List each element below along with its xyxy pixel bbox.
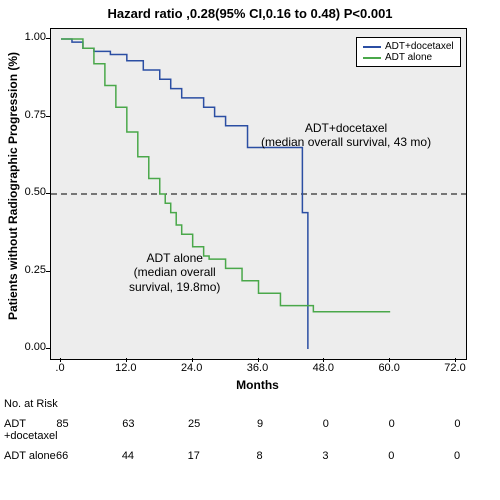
legend-item: ADT alone xyxy=(363,52,454,63)
x-tick-label: 12.0 xyxy=(111,362,141,374)
x-tick-label: 36.0 xyxy=(243,362,273,374)
x-tick-mark xyxy=(258,358,259,362)
risk-cell: 0 xyxy=(359,418,425,430)
legend-label: ADT alone xyxy=(385,52,432,63)
y-tick-mark xyxy=(46,271,50,272)
risk-cell: 8 xyxy=(227,450,293,462)
legend-label: ADT+docetaxel xyxy=(385,41,454,52)
x-tick-mark xyxy=(60,358,61,362)
chart-title: Hazard ratio ,0.28(95% CI,0.16 to 0.48) … xyxy=(0,0,500,21)
risk-cell: 0 xyxy=(358,450,424,462)
risk-cell: 0 xyxy=(424,450,490,462)
risk-cell: 0 xyxy=(293,418,359,430)
risk-row: ADT +docetaxel8563259000 xyxy=(0,418,490,442)
risk-table: No. at Risk ADT +docetaxel8563259000 ADT … xyxy=(0,398,490,470)
x-tick-label: 24.0 xyxy=(177,362,207,374)
x-tick-label: 72.0 xyxy=(440,362,470,374)
risk-cell: 63 xyxy=(95,418,161,430)
risk-cell: 25 xyxy=(161,418,227,430)
x-tick-mark xyxy=(192,358,193,362)
risk-cell: 66 xyxy=(29,450,95,462)
risk-cell: 0 xyxy=(425,418,491,430)
y-tick-label: 1.00 xyxy=(18,31,46,43)
x-tick-mark xyxy=(389,358,390,362)
y-tick-label: 0.00 xyxy=(18,341,46,353)
annotation: ADT alone(median overallsurvival, 19.8mo… xyxy=(129,251,220,294)
y-tick-mark xyxy=(46,348,50,349)
y-tick-mark xyxy=(46,38,50,39)
legend-swatch xyxy=(363,46,381,48)
y-tick-label: 0.25 xyxy=(18,264,46,276)
legend-item: ADT+docetaxel xyxy=(363,41,454,52)
x-tick-mark xyxy=(126,358,127,362)
x-tick-label: 48.0 xyxy=(308,362,338,374)
risk-row: ADT alone6644178300 xyxy=(0,450,490,462)
plot-area: ADT+docetaxelADT alone ADT+docetaxel(med… xyxy=(50,28,467,360)
y-tick-mark xyxy=(46,193,50,194)
x-tick-label: .0 xyxy=(45,362,75,374)
series-adt-alone xyxy=(61,39,390,312)
risk-cell: 9 xyxy=(227,418,293,430)
x-axis-label: Months xyxy=(50,378,465,392)
annotation: ADT+docetaxel(median overall survival, 4… xyxy=(261,121,431,150)
x-tick-mark xyxy=(323,358,324,362)
y-tick-label: 0.50 xyxy=(18,186,46,198)
y-tick-label: 0.75 xyxy=(18,109,46,121)
legend-swatch xyxy=(363,57,381,59)
legend: ADT+docetaxelADT alone xyxy=(356,37,461,67)
risk-header: No. at Risk xyxy=(0,398,84,410)
x-tick-label: 60.0 xyxy=(374,362,404,374)
risk-cell: 3 xyxy=(293,450,359,462)
risk-cell: 17 xyxy=(161,450,227,462)
x-tick-mark xyxy=(455,358,456,362)
y-tick-mark xyxy=(46,116,50,117)
risk-cell: 85 xyxy=(30,418,96,430)
risk-cell: 44 xyxy=(95,450,161,462)
plot-svg xyxy=(51,29,466,359)
